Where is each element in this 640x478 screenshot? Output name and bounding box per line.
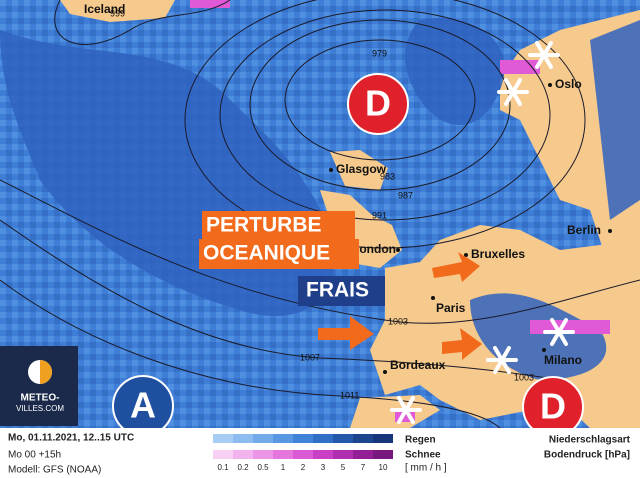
city-labels: Iceland Glasgow London Oslo Bruxelles Be… [84, 2, 612, 374]
snow-swatch [253, 450, 273, 459]
snow-swatch [293, 450, 313, 459]
annotations: PERTURBE OCEANIQUE FRAIS [199, 211, 385, 306]
snow-swatch [213, 450, 233, 459]
arrows [318, 252, 482, 360]
type-label: Niederschlagsart [549, 435, 631, 446]
city: Bordeaux [390, 358, 446, 372]
isobar-label: 991 [372, 210, 387, 220]
snow-swatch [353, 450, 373, 459]
footer: Mo, 01.11.2021, 12..15 UTC Mo 00 +15h Mo… [0, 428, 640, 478]
isobar-label: 999 [110, 8, 125, 18]
isobar-label: 979 [372, 48, 387, 58]
logo-text: METEO- [21, 393, 60, 404]
rain-swatch [333, 434, 353, 443]
isobar-label: 983 [380, 171, 395, 181]
legend-tick: 7 [361, 463, 366, 472]
legend-tick: 0.5 [257, 463, 269, 472]
legend-tick: 10 [379, 463, 388, 472]
city: London [352, 242, 396, 256]
legend-tick: 0.1 [217, 463, 229, 472]
city: Milano [544, 353, 582, 367]
snow-swatch [333, 450, 353, 459]
rain-swatch [353, 434, 373, 443]
rain-swatch [233, 434, 253, 443]
annotation: PERTURBE [206, 214, 322, 237]
footer-run: Mo 00 +15h [8, 450, 61, 461]
snow-swatch [313, 450, 333, 459]
rain-swatch [273, 434, 293, 443]
pressure-label: Bodendruck [hPa] [544, 450, 630, 461]
isobar-label: 987 [398, 190, 413, 200]
city: Oslo [555, 77, 582, 91]
legend-rain: Regen [405, 435, 436, 446]
isobar-labels: 999 979 983 987 991 1003 1007 1003 1011 [110, 8, 534, 400]
legend-unit: [ mm / h ] [405, 463, 447, 474]
low-center: D [365, 83, 391, 124]
isobar-label: 1003 [388, 316, 408, 326]
annotation: FRAIS [306, 279, 369, 302]
legend-tick: 2 [301, 463, 306, 472]
city: Paris [436, 301, 466, 315]
rain-swatch [373, 434, 393, 443]
legend-tick: 3 [321, 463, 326, 472]
rain-swatch [293, 434, 313, 443]
city: Glasgow [336, 162, 387, 176]
legend-snow: Schnee [405, 450, 441, 461]
isobar-label: 1007 [300, 352, 320, 362]
low-center: D [540, 386, 566, 427]
legend-tick: 1 [281, 463, 286, 472]
logo-text: VILLES.COM [16, 404, 64, 413]
rain-swatch [253, 434, 273, 443]
high-center: A [130, 385, 156, 426]
snow-swatch [233, 450, 253, 459]
footer-date: Mo, 01.11.2021, 12..15 UTC [8, 433, 134, 444]
snowflakes [390, 41, 575, 424]
isobar-label: 1011 [340, 390, 359, 400]
pressure-centers: D A D [112, 73, 584, 438]
legend-tick: 0.2 [237, 463, 249, 472]
logo: METEO- VILLES.COM [0, 346, 78, 426]
city: Bruxelles [471, 247, 525, 261]
snow-swatch [273, 450, 293, 459]
rain-swatch [313, 434, 333, 443]
footer-model: Modell: GFS (NOAA) [8, 465, 101, 476]
city: Iceland [84, 2, 125, 16]
isobars [0, 0, 640, 429]
annotation: OCEANIQUE [203, 242, 330, 265]
isobar-label: 1003 [514, 372, 534, 382]
rain-swatch [213, 434, 233, 443]
city: Berlin [567, 223, 601, 237]
snow-swatch [373, 450, 393, 459]
legend-tick: 5 [341, 463, 346, 472]
